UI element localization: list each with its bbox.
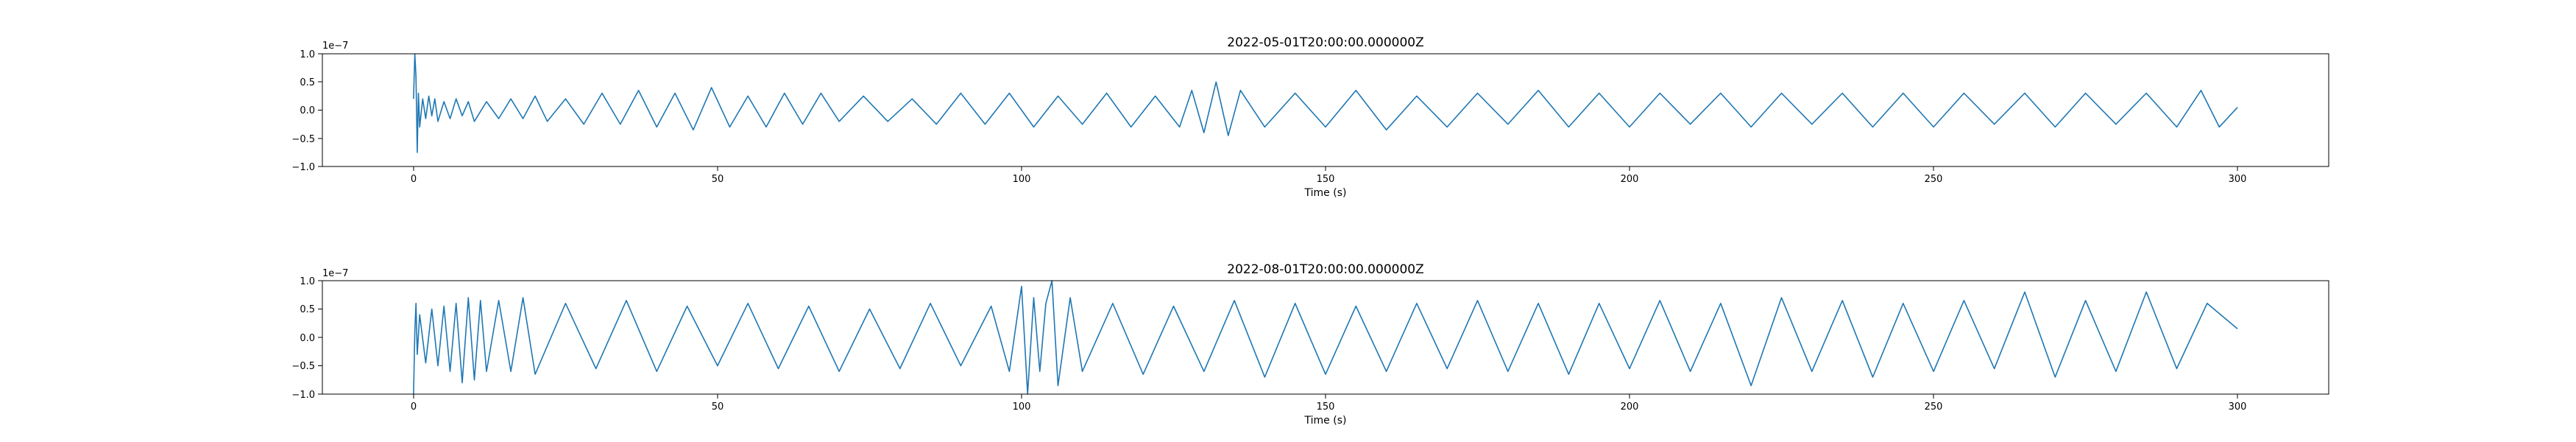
- panel-1-ytick-label: 0.5: [300, 77, 315, 88]
- panel-1-x-axis-title: Time (s): [1304, 187, 1347, 199]
- panel-1: 2022-05-01T20:00:00.000000Z 1e−7 1.0 0.5…: [291, 35, 2329, 199]
- panel-2-xtick-label: 50: [712, 401, 724, 413]
- panel-2-ytick-label: 0.0: [300, 333, 315, 344]
- panel-1-ytick-label: 0.0: [300, 105, 315, 116]
- panel-1-y-axis: 1.0 0.5 0.0 −0.5 −1.0: [291, 49, 322, 173]
- panel-1-title: 2022-05-01T20:00:00.000000Z: [1227, 35, 1423, 50]
- panel-1-series-line: [413, 53, 2238, 153]
- panel-1-xtick-label: 50: [712, 174, 724, 185]
- panel-2-ytick-label: −1.0: [291, 390, 315, 401]
- panel-1-ytick-label: −1.0: [291, 162, 315, 173]
- panel-1-xtick-label: 150: [1317, 174, 1335, 185]
- panel-2-xtick-label: 100: [1013, 401, 1031, 413]
- panel-1-waveform: [413, 53, 2238, 153]
- panel-1-ytick-label: 1.0: [300, 49, 315, 60]
- panel-2: 2022-08-01T20:00:00.000000Z 1e−7 1.0 0.5…: [291, 262, 2329, 427]
- panel-1-exponent-label: 1e−7: [322, 41, 348, 52]
- panel-1-x-axis: 0 50 100 150 200 250 300 Time (s): [411, 166, 2247, 199]
- panel-2-ytick-label: 0.5: [300, 304, 315, 315]
- panel-2-plot-area: [322, 280, 2329, 395]
- panel-2-x-axis: 0 50 100 150 200 250 300 Time (s): [411, 394, 2247, 427]
- panel-2-series-line: [413, 280, 2238, 395]
- panel-2-xtick-label: 0: [411, 401, 417, 413]
- panel-2-y-axis: 1.0 0.5 0.0 −0.5 −1.0: [291, 276, 322, 401]
- panel-2-xtick-label: 250: [1925, 401, 1943, 413]
- panel-2-exponent-label: 1e−7: [322, 268, 348, 279]
- panel-2-xtick-label: 300: [2229, 401, 2247, 413]
- panel-1-xtick-label: 250: [1925, 174, 1943, 185]
- panel-2-ytick-label: −0.5: [291, 361, 315, 372]
- panel-2-title: 2022-08-01T20:00:00.000000Z: [1227, 262, 1423, 277]
- panel-1-xtick-label: 0: [411, 174, 417, 185]
- panel-2-x-axis-title: Time (s): [1304, 415, 1347, 427]
- panel-2-xtick-label: 150: [1317, 401, 1335, 413]
- panel-2-xtick-label: 200: [1621, 401, 1639, 413]
- panel-1-xtick-label: 100: [1013, 174, 1031, 185]
- panel-2-ytick-label: 1.0: [300, 276, 315, 287]
- panel-1-xtick-label: 200: [1621, 174, 1639, 185]
- panel-1-xtick-label: 300: [2229, 174, 2247, 185]
- panel-1-plot-area: [322, 53, 2329, 167]
- panel-1-ytick-label: −0.5: [291, 134, 315, 145]
- panel-2-waveform: [413, 280, 2238, 395]
